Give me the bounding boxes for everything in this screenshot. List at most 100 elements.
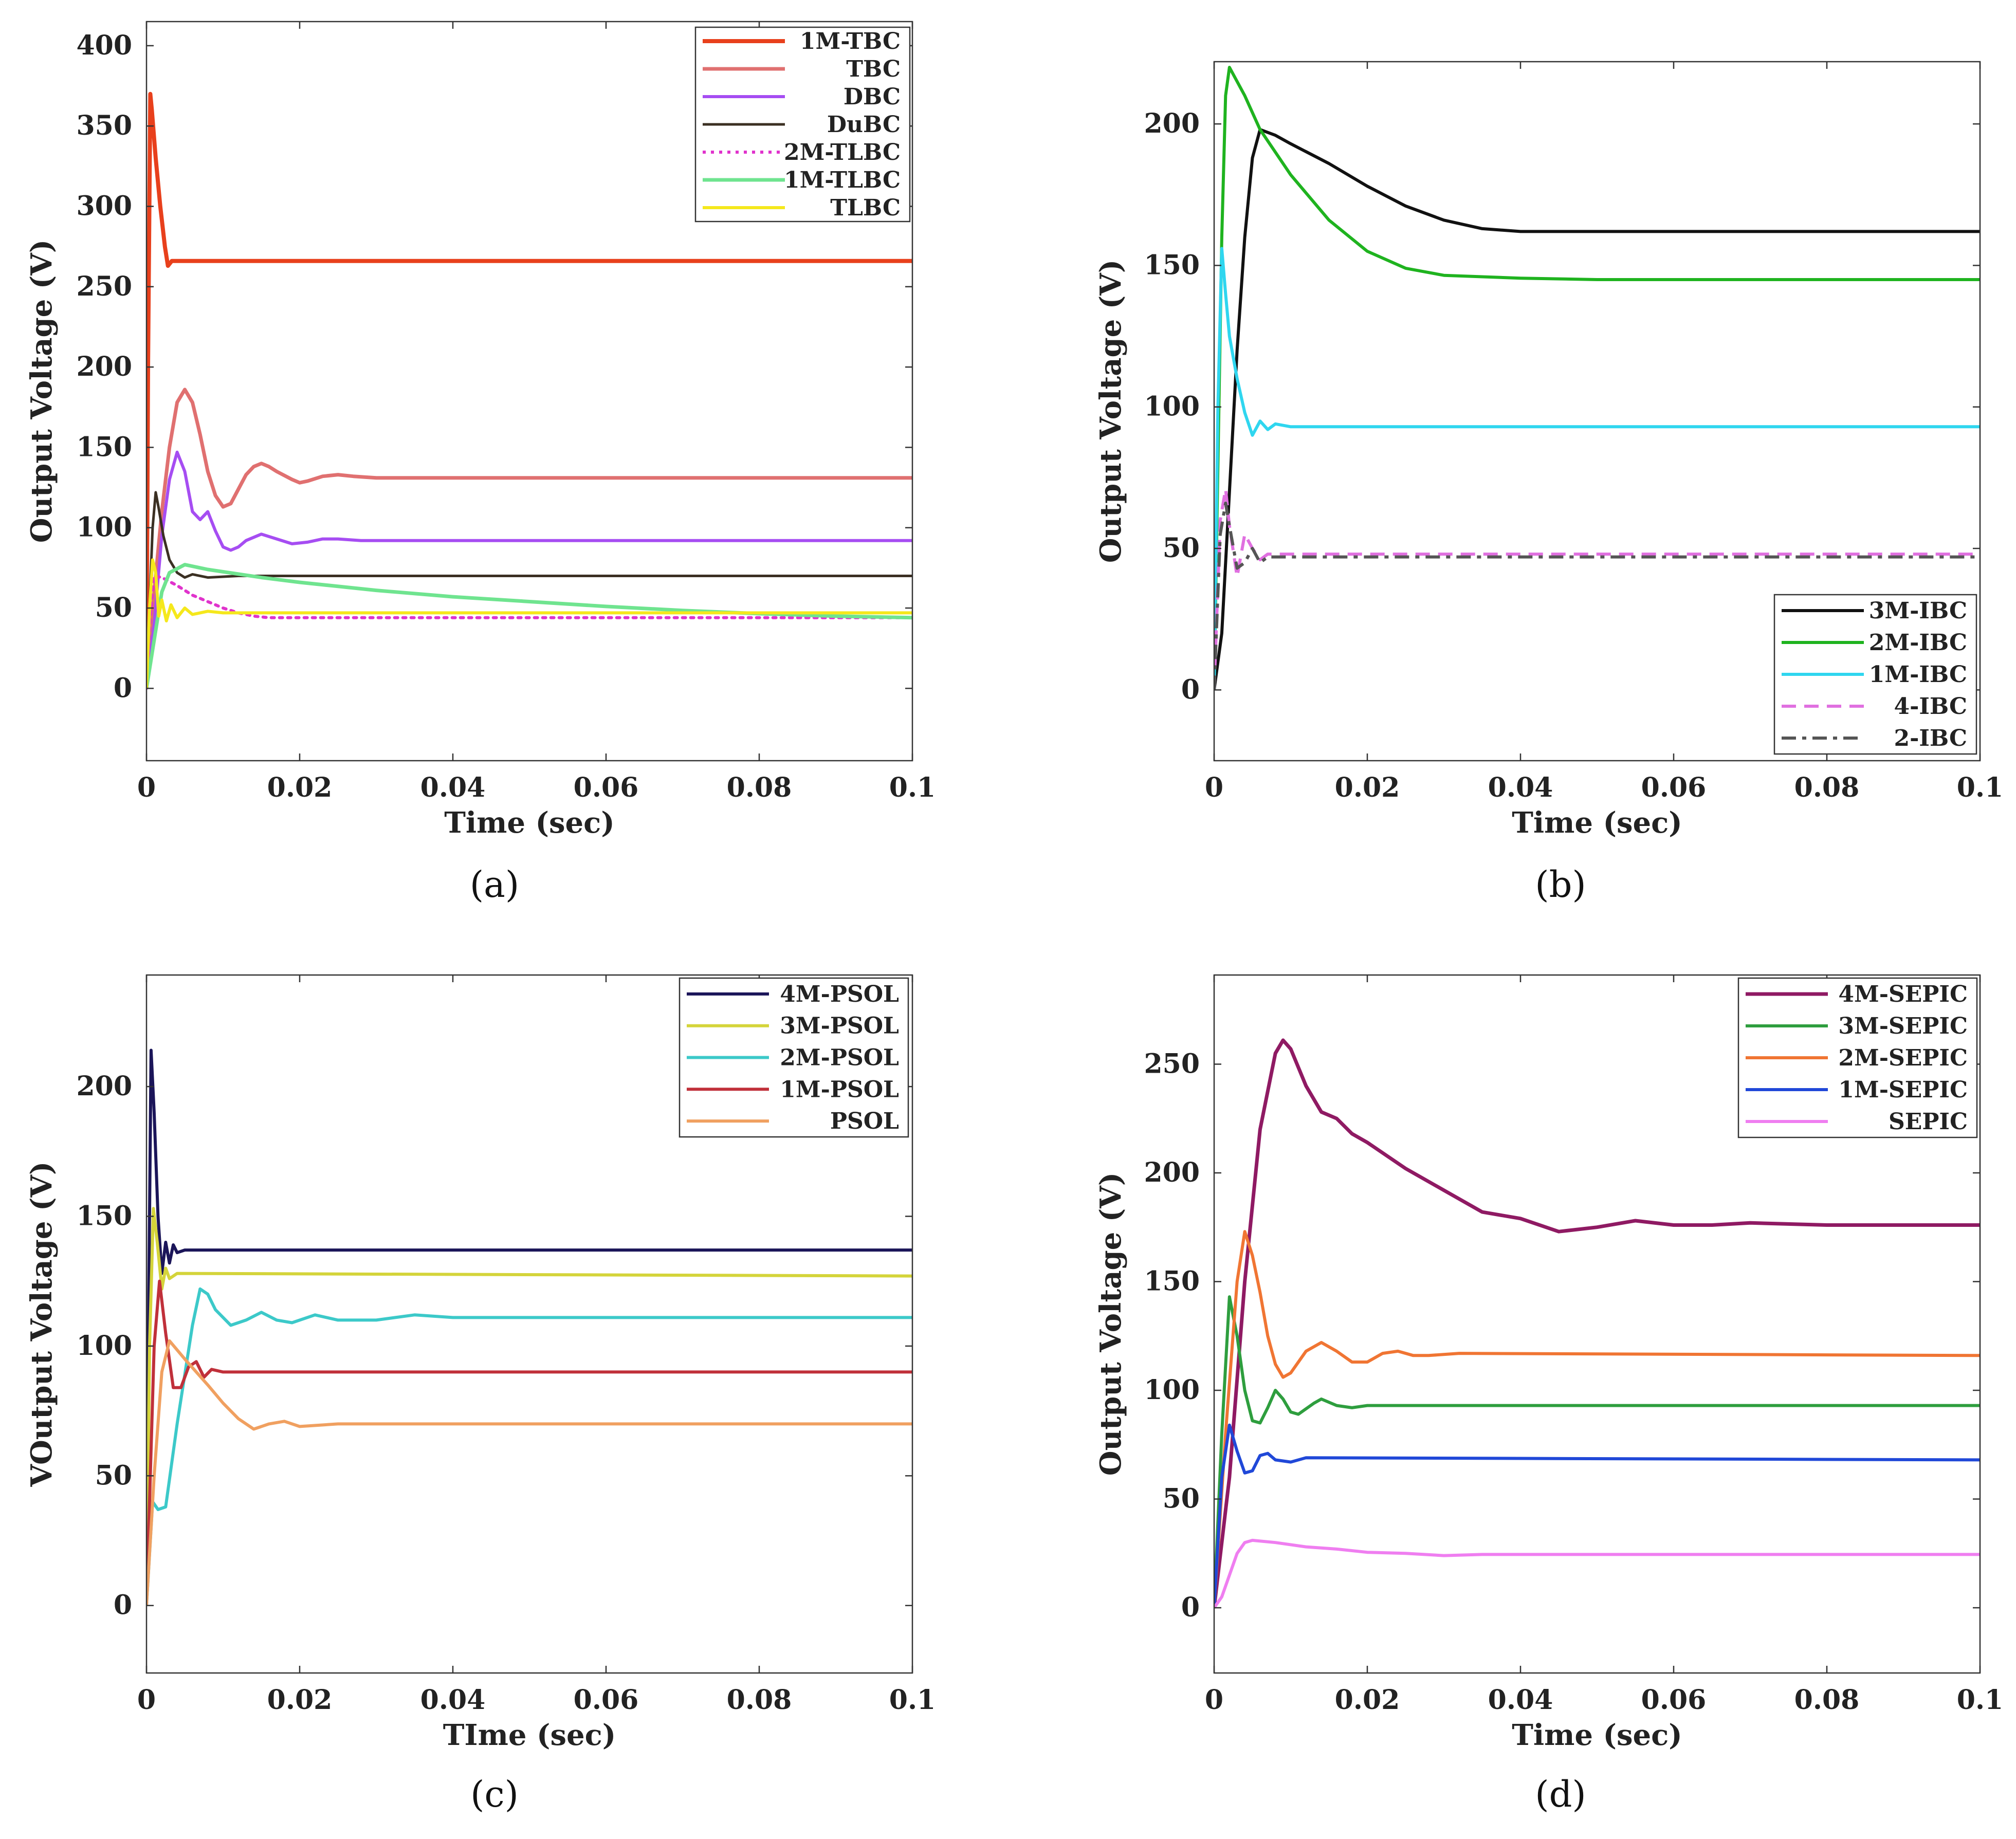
x-tick-label: 0.04 <box>1488 772 1553 803</box>
y-tick-label: 50 <box>95 1460 132 1491</box>
x-tick-label: 0 <box>137 772 156 803</box>
plot-frame <box>1213 61 1981 762</box>
chart-panel-d: 0 0.02 0.04 0.06 0.08 0.1 0 50 100 150 200 250 Time … <box>1094 974 2003 1815</box>
y-tick-label: 250 <box>76 271 132 302</box>
y-tick-label: 250 <box>1144 1048 1200 1079</box>
y-axis-label: Output Voltage (V) <box>1094 1172 1128 1476</box>
x-tick-label: 0.04 <box>420 772 486 803</box>
series-line-1M-SEPIC <box>1214 1423 1980 1608</box>
legend: 4M-SEPIC 3M-SEPIC 2M-SEPIC 1M-SEPIC SEPIC <box>1737 977 1978 1138</box>
series-group <box>146 1049 912 1606</box>
y-tick-label: 150 <box>76 1200 132 1231</box>
y-tick-label: 100 <box>76 1330 132 1362</box>
legend-label: TBC <box>846 56 901 82</box>
x-axis-label: Time (sec) <box>1512 806 1682 840</box>
legend-label: 2-IBC <box>1894 725 1967 751</box>
legend-label: 1M-IBC <box>1869 661 1967 688</box>
y-tick-label: 200 <box>1144 1157 1200 1188</box>
x-tick-label: 0.08 <box>727 772 792 803</box>
legend: 3M-IBC 2M-IBC 1M-IBC 4-IBC 2-IBC <box>1773 594 1977 755</box>
series-line-2M-TLBC <box>146 574 912 690</box>
y-tick-label: 300 <box>76 191 132 222</box>
y-tick-label: 50 <box>1163 532 1200 564</box>
x-tick-label: 0.1 <box>1957 772 2003 803</box>
plot-frame <box>1213 974 1981 1674</box>
series-line-TLBC <box>146 558 912 689</box>
series-line-DuBC <box>146 491 912 689</box>
series-line-SEPIC <box>1214 1538 1980 1609</box>
series-line-3M-SEPIC <box>1214 1295 1980 1608</box>
legend-label: 1M-PSOL <box>780 1076 899 1102</box>
legend-label: 1M-TLBC <box>784 167 901 193</box>
series-line-TBC <box>146 388 912 689</box>
y-tick-label: 100 <box>1144 1374 1200 1406</box>
y-axis-label: Output Voltage (V) <box>1094 260 1128 563</box>
panel-caption: (b) <box>1535 863 1586 906</box>
x-tick-label: 0 <box>1205 1684 1223 1716</box>
series-line-2M-IBC <box>1214 66 1980 690</box>
y-tick-label: 50 <box>1163 1483 1200 1515</box>
chart-panel-b: 0 0.02 0.04 0.06 0.08 0.1 0 50 100 150 200 Time (se… <box>1094 61 2003 906</box>
legend-label: 2M-IBC <box>1869 630 1967 656</box>
y-tick-label: 200 <box>76 1071 132 1102</box>
series-line-1M-TBC <box>146 91 912 689</box>
y-tick-label: 200 <box>76 351 132 382</box>
plot-frame <box>145 974 913 1674</box>
x-tick-label: 0.02 <box>267 772 333 803</box>
series-line-DBC <box>146 450 912 689</box>
series-line-1M-IBC <box>1214 247 1980 690</box>
series-line-2M-PSOL <box>146 1287 912 1606</box>
x-tick-label: 0.08 <box>727 1684 792 1716</box>
y-tick-label: 0 <box>1181 674 1200 705</box>
y-tick-label: 0 <box>1181 1592 1200 1623</box>
panel-caption: (c) <box>470 1773 519 1815</box>
y-tick-label: 0 <box>114 672 132 704</box>
panel-caption: (d) <box>1535 1773 1586 1815</box>
y-tick-label: 150 <box>1144 1266 1200 1297</box>
series-line-3M-PSOL <box>146 1207 912 1606</box>
x-axis-label: Time (sec) <box>444 806 615 840</box>
chart-panel-c: 0 0.02 0.04 0.06 0.08 0.1 0 50 100 150 200 TIme (se… <box>25 974 936 1815</box>
x-tick-label: 0.08 <box>1794 772 1860 803</box>
x-axis-label: TIme (sec) <box>443 1718 616 1752</box>
legend-label: 2M-SEPIC <box>1838 1045 1968 1071</box>
x-tick-label: 0.1 <box>889 1684 936 1716</box>
x-tick-label: 0.06 <box>574 1684 639 1716</box>
legend-label: TLBC <box>830 195 901 221</box>
series-line-4M-SEPIC <box>1214 1038 1980 1608</box>
x-tick-label: 0.1 <box>889 772 936 803</box>
y-tick-label: 50 <box>95 592 132 623</box>
x-tick-label: 0.04 <box>1488 1684 1553 1716</box>
legend-label: DBC <box>844 84 901 110</box>
y-tick-label: 150 <box>1144 249 1200 281</box>
x-tick-label: 0.04 <box>420 1684 486 1716</box>
series-group <box>1214 66 1980 690</box>
legend-label: 3M-PSOL <box>780 1013 899 1039</box>
series-line-PSOL <box>146 1339 912 1606</box>
series-line-2-IBC <box>1214 501 1980 690</box>
panel-caption: (a) <box>470 863 519 906</box>
y-tick-label: 150 <box>76 431 132 463</box>
x-tick-label: 0.06 <box>1641 772 1707 803</box>
x-tick-label: 0.08 <box>1794 1684 1860 1716</box>
y-axis-label: VOutput Voltage (V) <box>25 1162 59 1487</box>
series-group <box>1214 1038 1980 1609</box>
x-tick-label: 0.06 <box>574 772 639 803</box>
y-tick-label: 0 <box>114 1590 132 1621</box>
chart-panel-a: 0 0.02 0.04 0.06 0.08 0.1 0 50 100 150 200 250 300 35… <box>25 21 936 906</box>
x-axis-label: Time (sec) <box>1512 1718 1682 1752</box>
legend-label: SEPIC <box>1889 1109 1968 1135</box>
legend-label: 4-IBC <box>1894 693 1967 720</box>
x-tick-label: 0.1 <box>1957 1684 2003 1716</box>
legend: 4M-PSOL 3M-PSOL 2M-PSOL 1M-PSOL PSOL <box>679 977 909 1138</box>
series-line-1M-TLBC <box>146 563 912 689</box>
legend-label: 3M-SEPIC <box>1838 1013 1968 1039</box>
legend-label: 4M-SEPIC <box>1838 981 1968 1007</box>
y-tick-label: 100 <box>76 512 132 543</box>
x-tick-label: 0.02 <box>1335 1684 1400 1716</box>
series-line-4-IBC <box>1214 487 1980 690</box>
legend-label: 4M-PSOL <box>780 981 899 1007</box>
x-tick-label: 0 <box>137 1684 156 1716</box>
y-tick-label: 200 <box>1144 108 1200 139</box>
